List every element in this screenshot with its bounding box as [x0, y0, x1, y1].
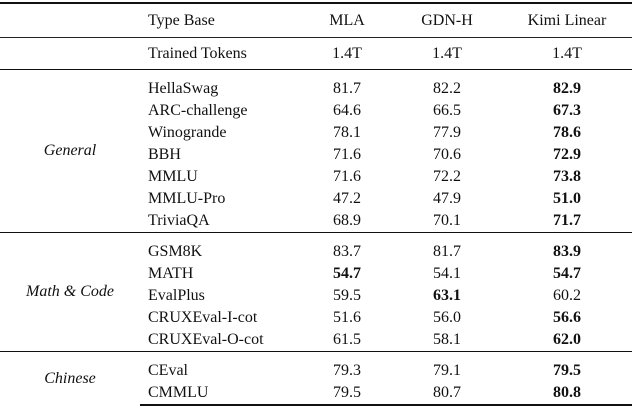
score-kimi-linear: 83.9 — [502, 232, 632, 263]
trained-tokens-kimi-linear: 1.4T — [502, 37, 632, 70]
header-row: Type Base MLA GDN-H Kimi Linear — [0, 2, 632, 38]
results-table-body: Type Base MLA GDN-H Kimi Linear Trained … — [0, 2, 632, 406]
score-gdn-h: 80.7 — [392, 382, 502, 406]
trained-tokens-gdn-h: 1.4T — [392, 37, 502, 70]
task-name: ARC-challenge — [148, 102, 248, 119]
score-gdn-h: 81.7 — [392, 232, 502, 263]
score-mla: 71.6 — [333, 146, 361, 163]
score-kimi-linear: 62.0 — [553, 331, 581, 348]
task-name: CRUXEval-I-cot — [148, 309, 258, 326]
task-name: HellaSwag — [140, 69, 302, 100]
table-row: TriviaQA 68.9 70.1 71.7 — [0, 210, 632, 233]
score-mla: 51.6 — [333, 309, 361, 326]
trained-tokens-label: Trained Tokens — [140, 37, 302, 70]
score-mla: 81.7 — [302, 69, 392, 100]
table-row: CRUXEval-I-cot 51.6 56.0 56.6 — [0, 307, 632, 329]
results-table: Type Base MLA GDN-H Kimi Linear Trained … — [0, 2, 632, 406]
task-name: BBH — [148, 146, 181, 163]
score-kimi-linear: 71.7 — [553, 212, 581, 229]
group-label: Chinese — [0, 351, 140, 405]
score-mla: 83.7 — [302, 232, 392, 263]
score-gdn-h: 58.1 — [433, 331, 461, 348]
score-kimi-linear: 72.9 — [553, 146, 581, 163]
score-mla: 54.7 — [333, 265, 361, 282]
score-mla: 47.2 — [333, 190, 361, 207]
score-gdn-h: 63.1 — [433, 287, 461, 304]
task-name: TriviaQA — [148, 212, 210, 229]
score-mla: 64.6 — [333, 102, 361, 119]
table-row: EvalPlus 59.5 63.1 60.2 — [0, 285, 632, 307]
table-row: BBH 71.6 70.6 72.9 — [0, 144, 632, 166]
score-gdn-h: 56.0 — [433, 309, 461, 326]
task-name: Winogrande — [148, 124, 227, 141]
task-name: MMLU-Pro — [148, 190, 226, 207]
task-name: MATH — [148, 265, 194, 282]
header-type-base: Type Base — [140, 2, 302, 38]
score-kimi-linear: 54.7 — [553, 265, 581, 282]
score-mla: 59.5 — [333, 287, 361, 304]
score-gdn-h: 70.6 — [433, 146, 461, 163]
score-kimi-linear: 80.8 — [502, 382, 632, 406]
score-gdn-h: 72.2 — [433, 168, 461, 185]
score-mla: 71.6 — [333, 168, 361, 185]
score-mla: 79.3 — [302, 351, 392, 382]
score-mla: 68.9 — [333, 212, 361, 229]
score-kimi-linear: 67.3 — [553, 102, 581, 119]
table-row: CRUXEval-O-cot 61.5 58.1 62.0 — [0, 329, 632, 352]
trained-tokens-row: Trained Tokens 1.4T 1.4T 1.4T — [0, 37, 632, 70]
score-mla: 61.5 — [333, 331, 361, 348]
trained-tokens-group-cell — [0, 37, 140, 70]
score-kimi-linear: 82.9 — [502, 69, 632, 100]
score-kimi-linear: 73.8 — [553, 168, 581, 185]
header-corner-cell — [0, 2, 140, 38]
header-col-kimi-linear: Kimi Linear — [502, 2, 632, 38]
table-row: Chinese CEval 79.3 79.1 79.5 — [0, 351, 632, 405]
task-name: GSM8K — [140, 232, 302, 263]
score-gdn-h: 47.9 — [433, 190, 461, 207]
header-col-gdn-h: GDN-H — [392, 2, 502, 38]
task-name: CEval — [140, 351, 302, 382]
table-row: General HellaSwag 81.7 82.2 82.9 — [0, 69, 632, 233]
score-gdn-h: 54.1 — [433, 265, 461, 282]
header-col-mla: MLA — [302, 2, 392, 38]
task-name: CRUXEval-O-cot — [148, 331, 264, 348]
trained-tokens-mla: 1.4T — [302, 37, 392, 70]
task-name: MMLU — [148, 168, 198, 185]
table-row: MMLU-Pro 47.2 47.9 51.0 — [0, 188, 632, 210]
score-gdn-h: 70.1 — [433, 212, 461, 229]
task-name: CMMLU — [140, 382, 302, 406]
group-label: Math & Code — [0, 232, 140, 352]
table-row: MATH 54.7 54.1 54.7 — [0, 263, 632, 285]
task-name: EvalPlus — [148, 287, 205, 304]
group-label: General — [0, 69, 140, 233]
table-row: Winogrande 78.1 77.9 78.6 — [0, 122, 632, 144]
score-gdn-h: 77.9 — [433, 124, 461, 141]
score-gdn-h: 79.1 — [392, 351, 502, 382]
score-mla: 78.1 — [333, 124, 361, 141]
table-row: Math & Code GSM8K 83.7 81.7 83.9 — [0, 232, 632, 352]
score-kimi-linear: 60.2 — [553, 287, 581, 304]
table-row: MMLU 71.6 72.2 73.8 — [0, 166, 632, 188]
table-row: ARC-challenge 64.6 66.5 67.3 — [0, 100, 632, 122]
score-kimi-linear: 78.6 — [553, 124, 581, 141]
table-row: CMMLU 79.5 80.7 80.8 — [0, 382, 632, 406]
score-mla: 79.5 — [302, 382, 392, 406]
score-gdn-h: 82.2 — [392, 69, 502, 100]
score-kimi-linear: 56.6 — [553, 309, 581, 326]
score-kimi-linear: 51.0 — [553, 190, 581, 207]
score-kimi-linear: 79.5 — [502, 351, 632, 382]
score-gdn-h: 66.5 — [433, 102, 461, 119]
